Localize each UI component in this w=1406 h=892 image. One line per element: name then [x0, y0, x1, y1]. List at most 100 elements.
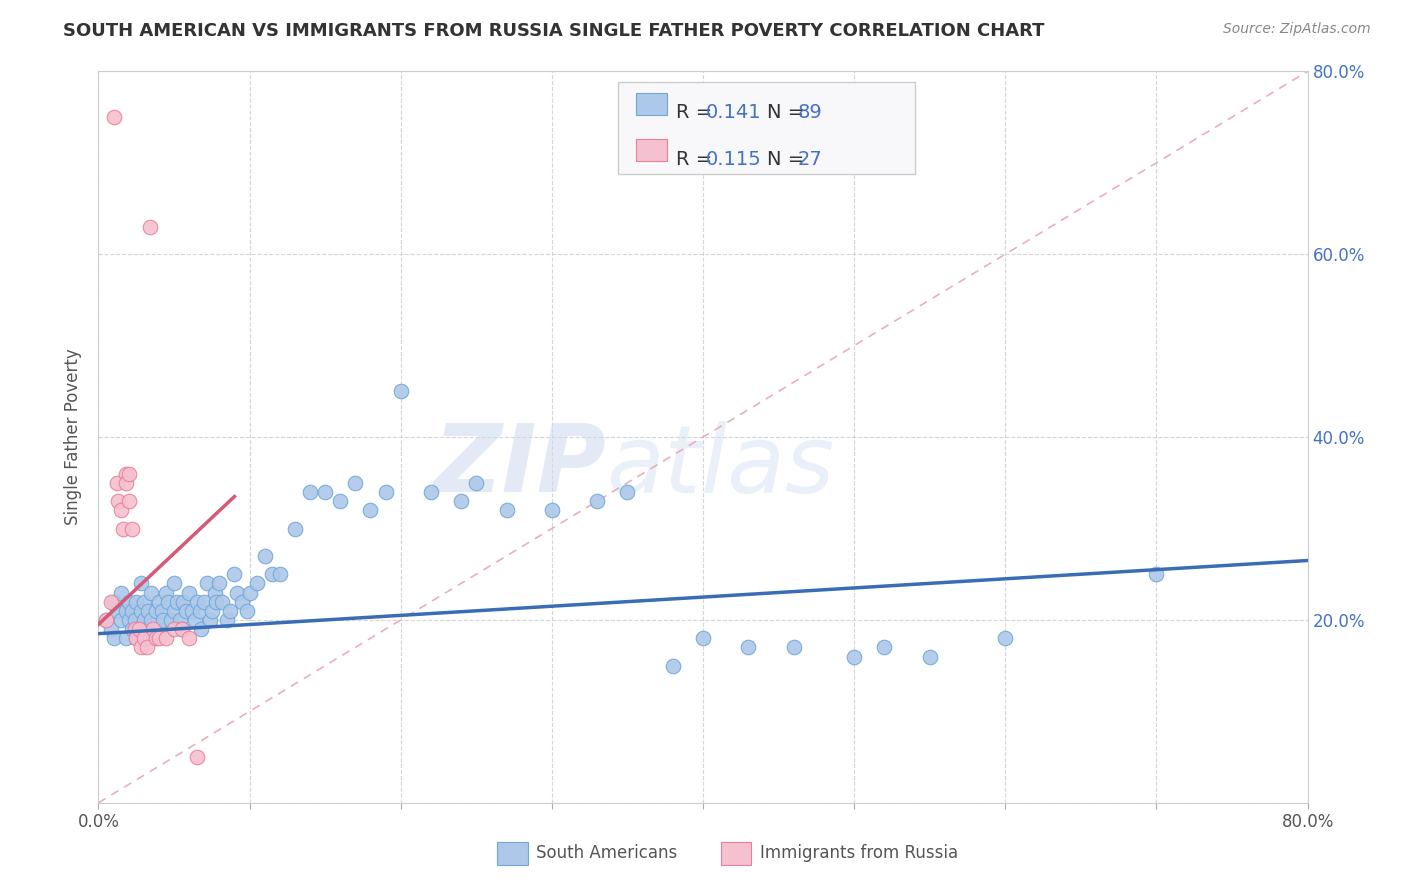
Y-axis label: Single Father Poverty: Single Father Poverty [65, 349, 83, 525]
Point [208, 576, 231, 591]
Point [184, 613, 207, 627]
Point [495, 503, 517, 517]
Point [105, 604, 128, 618]
Point [114, 475, 136, 490]
Point [148, 594, 170, 608]
Point [129, 604, 152, 618]
Point [124, 613, 146, 627]
Point [235, 604, 257, 618]
Point [155, 632, 177, 646]
Point [246, 576, 269, 591]
Point [110, 585, 132, 599]
Point [145, 604, 167, 618]
Point [389, 384, 412, 399]
Point [360, 503, 382, 517]
Text: SOUTH AMERICAN VS IMMIGRANTS FROM RUSSIA SINGLE FATHER POVERTY CORRELATION CHART: SOUTH AMERICAN VS IMMIGRANTS FROM RUSSIA… [63, 22, 1045, 40]
Point [737, 640, 759, 655]
Point [118, 494, 141, 508]
Point [163, 604, 186, 618]
Point [873, 640, 896, 655]
Point [114, 467, 136, 481]
Point [661, 658, 683, 673]
Point [111, 521, 134, 535]
Point [193, 594, 215, 608]
Point [129, 576, 152, 591]
Point [586, 494, 609, 508]
Text: Immigrants from Russia: Immigrants from Russia [759, 844, 957, 862]
Point [125, 594, 148, 608]
FancyBboxPatch shape [619, 82, 915, 174]
Point [132, 632, 155, 646]
Point [103, 110, 125, 124]
Point [166, 594, 188, 608]
Text: 0.141: 0.141 [706, 103, 761, 122]
Point [129, 640, 152, 655]
Point [201, 604, 224, 618]
Point [105, 475, 128, 490]
Point [844, 649, 866, 664]
Point [994, 632, 1017, 646]
Point [465, 475, 488, 490]
Point [200, 613, 222, 627]
Point [121, 521, 143, 535]
Point [136, 604, 159, 618]
Text: Source: ZipAtlas.com: Source: ZipAtlas.com [1223, 22, 1371, 37]
Point [142, 622, 165, 636]
Point [186, 750, 208, 764]
Text: 27: 27 [797, 151, 823, 169]
Point [94, 613, 117, 627]
Point [169, 613, 191, 627]
Text: N =: N = [768, 151, 811, 169]
Text: R =: R = [676, 151, 718, 169]
Point [179, 585, 201, 599]
Point [155, 585, 177, 599]
Point [163, 622, 186, 636]
Point [692, 632, 714, 646]
Point [132, 613, 155, 627]
Point [118, 613, 141, 627]
Point [148, 632, 170, 646]
Bar [721, 841, 751, 865]
Point [174, 604, 197, 618]
Point [100, 594, 122, 608]
Point [450, 494, 472, 508]
Bar [637, 94, 666, 115]
Point [181, 604, 204, 618]
Text: ZIP: ZIP [433, 420, 606, 512]
Point [141, 613, 163, 627]
Point [186, 594, 208, 608]
Point [118, 467, 141, 481]
Point [139, 219, 162, 234]
Point [110, 503, 132, 517]
Point [107, 494, 129, 508]
Point [616, 485, 638, 500]
Point [253, 549, 276, 563]
Point [269, 567, 291, 582]
Point [420, 485, 443, 500]
Point [103, 594, 125, 608]
Point [160, 613, 183, 627]
Point [1144, 567, 1167, 582]
Point [284, 521, 307, 535]
Text: N =: N = [768, 103, 811, 122]
Point [172, 594, 194, 608]
Point [314, 485, 336, 500]
Point [152, 613, 174, 627]
Point [170, 622, 193, 636]
Point [142, 632, 165, 646]
Point [135, 640, 157, 655]
Point [344, 475, 367, 490]
Text: R =: R = [676, 103, 718, 122]
Point [118, 594, 141, 608]
Bar [637, 139, 666, 161]
Point [239, 585, 262, 599]
Point [783, 640, 806, 655]
Point [211, 594, 233, 608]
Point [100, 622, 122, 636]
Point [156, 594, 179, 608]
Point [145, 632, 167, 646]
Point [231, 594, 253, 608]
Point [121, 622, 143, 636]
Point [124, 622, 146, 636]
Point [190, 622, 212, 636]
